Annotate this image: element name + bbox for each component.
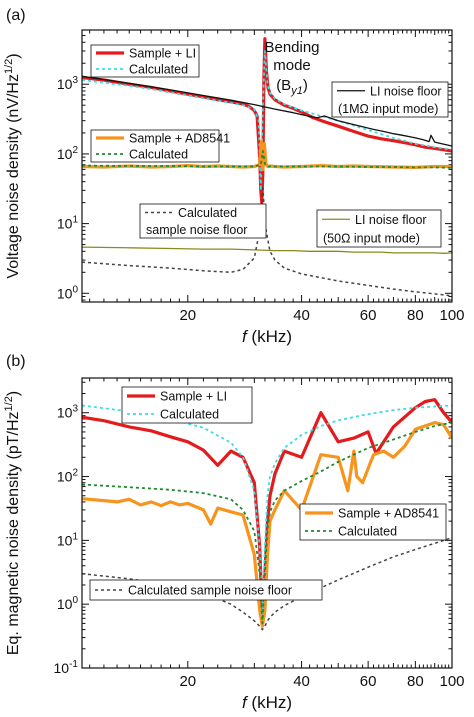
plot-frame: [81, 377, 453, 669]
legend-label: Sample + LI: [160, 390, 227, 404]
legend-label: Calculated: [338, 525, 397, 539]
x-tick-label: 60: [360, 307, 377, 324]
series-line: [82, 37, 452, 205]
legend-box: [121, 386, 253, 424]
legend-label: Calculated: [160, 408, 219, 422]
legend-label: Sample + AD8541: [338, 507, 439, 521]
series-line: [82, 421, 452, 625]
legend-box: [331, 81, 449, 118]
legend-box: [139, 203, 267, 239]
legend-box: [89, 579, 323, 601]
y-tick-label: 100: [57, 595, 79, 612]
y-tick-label: 103: [57, 404, 79, 421]
legend: Calculated sample noise floor: [139, 203, 267, 239]
panel-label: (b): [6, 353, 26, 370]
x-tick-label: 80: [407, 307, 424, 324]
x-tick-label: 60: [360, 673, 377, 690]
legend: Sample + AD8541 Calculated: [90, 129, 230, 163]
y-axis-label: Voltage noise density (nV/Hz1/2): [3, 53, 22, 278]
legend-label: Calculated sample noise floor: [128, 584, 292, 598]
legend-label: (1MΩ input mode): [338, 102, 438, 116]
series-line: [82, 150, 452, 169]
legend-box: [90, 44, 200, 78]
series-line: [82, 536, 452, 631]
legend-label: Calculated: [129, 148, 188, 162]
series-line: [82, 246, 452, 254]
x-axis-label: f (kHz): [242, 327, 292, 346]
legend-label: (50Ω input mode): [323, 231, 420, 245]
legend: Sample + AD8541 Calculated: [299, 503, 447, 541]
annotation-label: (By1): [276, 77, 308, 97]
x-tick-label: 40: [293, 673, 310, 690]
y-tick-label: 100: [57, 284, 79, 301]
panel-a: (a) 20 40 60 80 100 100 101 102 103 f (kHz) Voltage…: [3, 7, 465, 346]
legend-label: LI noise floor: [370, 84, 442, 98]
x-tick-label: 80: [407, 673, 424, 690]
x-axis-label: f (kHz): [242, 693, 292, 712]
series-line: [82, 50, 452, 192]
y-tick-label: 101: [57, 215, 79, 232]
y-tick-label: 102: [57, 468, 79, 485]
x-tick-label: 40: [293, 307, 310, 324]
series-line: [82, 184, 452, 297]
series-line: [82, 398, 452, 623]
legend-label: Sample + AD8541: [129, 132, 230, 146]
legend-label: sample noise floor: [146, 223, 247, 237]
y-axis-label: Eq. magnetic noise density (pT/Hz1/2): [3, 391, 22, 655]
legend-label: LI noise floor: [355, 213, 427, 227]
legend-box: [316, 209, 442, 248]
legend: Sample + LI Calculated: [121, 386, 253, 424]
x-tick-label: 100: [439, 673, 464, 690]
legend-label: Sample + LI: [129, 47, 196, 61]
x-tick-label: 100: [439, 307, 464, 324]
series-line: [82, 404, 452, 615]
legend-box: [90, 129, 220, 163]
plot-frame: [81, 29, 453, 303]
plot-area: [82, 37, 452, 297]
legend: LI noise floor (50Ω input mode): [316, 209, 442, 248]
annotation-label: Bending: [264, 39, 319, 56]
y-tick-label: 102: [57, 145, 79, 162]
x-tick-label: 20: [179, 673, 196, 690]
y-tick-label: 101: [57, 531, 79, 548]
y-tick-label: 10-1: [54, 659, 79, 676]
x-tick-label: 20: [179, 307, 196, 324]
panel-label: (a): [6, 7, 26, 24]
legend: Calculated sample noise floor: [89, 579, 323, 601]
legend: Sample + LI Calculated: [90, 44, 200, 78]
series-line: [82, 75, 452, 147]
legend-label: Calculated: [178, 206, 237, 220]
y-tick-label: 103: [57, 75, 79, 92]
legend-box: [299, 503, 447, 541]
legend-label: Calculated: [129, 63, 188, 77]
panel-b: (b) 20 40 60 80 100 10-1 100 101 102 103 f (kHz) Eq.…: [3, 353, 465, 712]
legend: LI noise floor (1MΩ input mode): [331, 81, 449, 118]
annotation-label: mode: [273, 57, 311, 74]
